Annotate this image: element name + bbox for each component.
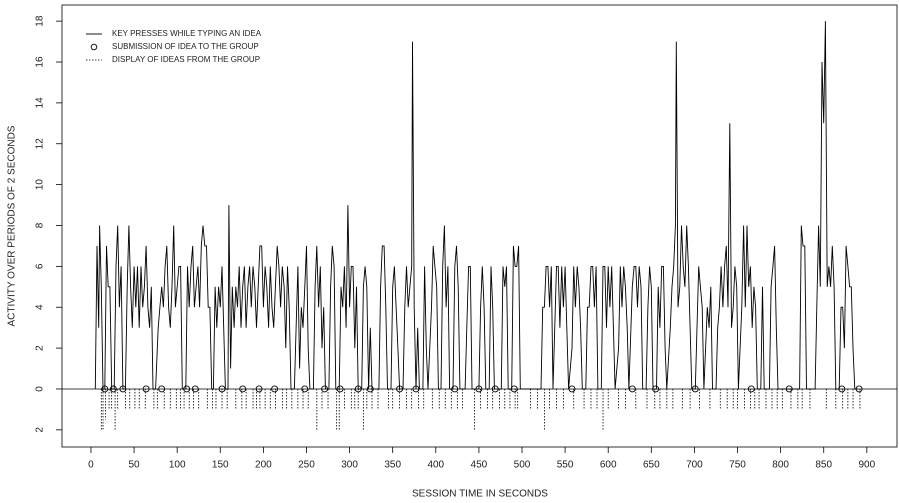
- submission-marker: [321, 385, 329, 393]
- submission-marker: [412, 385, 420, 393]
- submission-marker: [183, 385, 191, 393]
- y-tick-label: 14: [35, 97, 46, 109]
- x-tick-label: 550: [557, 460, 574, 471]
- submission-marker: [491, 385, 499, 393]
- submission-marker: [838, 385, 846, 393]
- y-axis-label: ACTIVITY OVER PERIODS OF 2 SECONDS: [7, 125, 18, 326]
- submission-marker: [475, 385, 483, 393]
- submission-marker: [628, 385, 636, 393]
- x-tick-label: 200: [255, 460, 272, 471]
- submission-marker: [747, 385, 755, 393]
- y-tick-label: 18: [35, 15, 46, 27]
- submission-marker: [109, 385, 117, 393]
- x-tick-label: 650: [643, 460, 660, 471]
- x-tick-label: 850: [815, 460, 832, 471]
- plot-frame: [61, 4, 898, 448]
- submission-marker: [652, 385, 660, 393]
- submission-marker: [785, 385, 793, 393]
- y-tick-label: 6: [35, 263, 46, 269]
- submission-marker: [191, 385, 199, 393]
- x-tick-label: 0: [88, 460, 94, 471]
- submission-marker: [451, 385, 459, 393]
- y-tick-label: 12: [35, 138, 46, 150]
- x-tick-label: 250: [298, 460, 315, 471]
- x-tick-label: 300: [341, 460, 358, 471]
- submission-marker: [239, 385, 247, 393]
- x-tick-label: 150: [212, 460, 229, 471]
- submission-marker: [255, 385, 263, 393]
- submission-marker: [301, 385, 309, 393]
- x-tick-label: 100: [169, 460, 186, 471]
- legend-label: KEY PRESSES WHILE TYPING AN IDEA: [112, 29, 262, 38]
- submission-marker: [366, 385, 374, 393]
- y-tick-label: 2: [35, 427, 46, 433]
- x-tick-label: 900: [858, 460, 875, 471]
- y-tick-label: 16: [35, 56, 46, 68]
- submission-marker: [855, 385, 863, 393]
- legend-swatch: [90, 43, 98, 51]
- x-tick-label: 350: [384, 460, 401, 471]
- y-tick-label: 8: [35, 222, 46, 228]
- x-tick-label: 400: [427, 460, 444, 471]
- submission-marker: [336, 385, 344, 393]
- x-tick-label: 50: [129, 460, 141, 471]
- y-tick-label: 4: [35, 304, 46, 310]
- legend-label: SUBMISSION OF IDEA TO THE GROUP: [112, 42, 259, 51]
- x-tick-label: 600: [600, 460, 617, 471]
- y-tick-label: 0: [35, 386, 46, 392]
- x-tick-label: 500: [514, 460, 531, 471]
- submission-marker: [158, 385, 166, 393]
- x-tick-label: 700: [686, 460, 703, 471]
- x-tick-label: 800: [772, 460, 789, 471]
- submission-marker: [510, 385, 518, 393]
- activity-line: [94, 21, 859, 390]
- submission-marker: [691, 385, 699, 393]
- submission-marker: [142, 385, 150, 393]
- x-tick-label: 750: [729, 460, 746, 471]
- y-tick-label: 10: [35, 179, 46, 191]
- submission-marker: [271, 385, 279, 393]
- submission-marker: [101, 385, 109, 393]
- x-axis-label: SESSION TIME IN SECONDS: [412, 489, 548, 500]
- y-tick-label: 2: [35, 345, 46, 351]
- submission-marker: [119, 385, 127, 393]
- submission-marker: [568, 385, 576, 393]
- legend-label: DISPLAY OF IDEAS FROM THE GROUP: [112, 55, 260, 64]
- x-tick-label: 450: [471, 460, 488, 471]
